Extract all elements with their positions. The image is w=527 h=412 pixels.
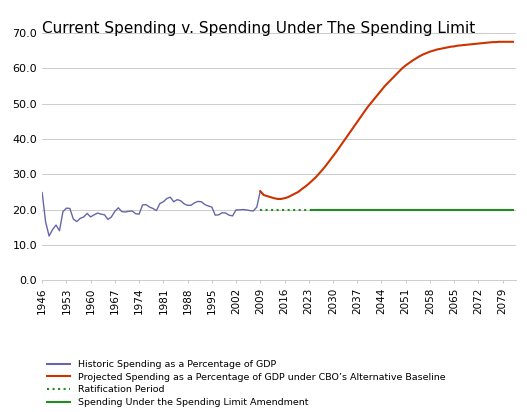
Text: Current Spending v. Spending Under The Spending Limit: Current Spending v. Spending Under The S… — [42, 21, 475, 35]
Legend: Historic Spending as a Percentage of GDP, Projected Spending as a Percentage of : Historic Spending as a Percentage of GDP… — [47, 360, 446, 407]
